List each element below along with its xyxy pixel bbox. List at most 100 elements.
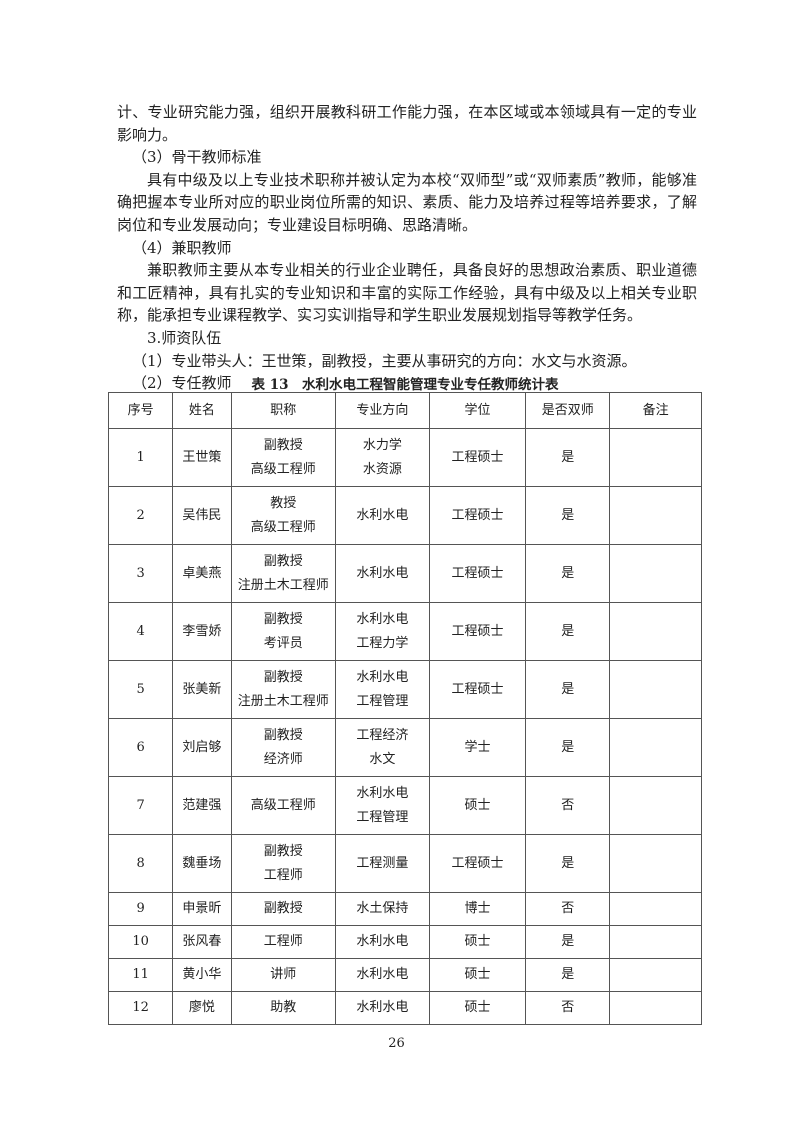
table-row: 2 吴伟民 教授 高级工程师 水利水电 工程硕士是: [107, 486, 702, 545]
cell-line: 注册土木工程师: [237, 693, 329, 709]
cell-line: 注册土木工程师: [237, 577, 329, 593]
table-cell: 黄小华: [172, 958, 232, 992]
table-cell: 卓美燕: [172, 544, 232, 603]
cell-line: 水利水电: [356, 507, 409, 523]
cell-line: 工程力学: [356, 635, 409, 651]
column-header: 专业方向: [335, 392, 430, 429]
table-cell: 廖悦: [172, 991, 232, 1025]
table-cell: 10: [107, 925, 174, 959]
table-cell: 1: [107, 428, 174, 487]
page-number: 26: [388, 1036, 405, 1051]
table-cell: 9: [107, 892, 174, 926]
table-cell: 11: [107, 958, 174, 992]
cell-line: 水利水电: [356, 785, 409, 801]
cell-line: 高级工程师: [250, 519, 316, 535]
table-cell: 副教授 高级工程师: [230, 428, 337, 487]
table-caption: 表 13 水利水电工程智能管理专业专任教师统计表: [251, 377, 559, 393]
cell-line: 副教授: [263, 843, 303, 859]
cell-line: 高级工程师: [250, 797, 316, 813]
table-cell: [609, 991, 702, 1025]
table-cell: 是: [525, 834, 611, 893]
table-cell: 5: [107, 660, 174, 719]
table-cell: 7: [107, 776, 174, 835]
section-heading: （4）兼职教师: [132, 238, 232, 257]
column-header: 姓名: [172, 392, 232, 429]
table-cell: 硕士: [428, 925, 527, 959]
table-cell: 范建强: [172, 776, 232, 835]
table-cell: 2: [107, 486, 174, 545]
column-header: 职称: [230, 392, 337, 429]
table-cell: 申景昕: [172, 892, 232, 926]
table-cell: 4: [107, 602, 174, 661]
paragraph: 兼职教师主要从本专业相关的行业企业聘任，具备良好的思想政治素质、职业道德和工匠精…: [117, 261, 697, 325]
table-cell: 工程硕士: [428, 544, 527, 603]
table-cell: 是: [525, 428, 611, 487]
table-cell: 8: [107, 834, 174, 893]
table-cell: 刘启够: [172, 718, 232, 777]
cell-line: 讲师: [270, 967, 297, 982]
cell-line: 水利水电: [356, 669, 409, 685]
table-cell: 水利水电 工程力学: [335, 602, 430, 661]
table-cell: 副教授 经济师: [230, 718, 337, 777]
table-cell: 王世策: [172, 428, 232, 487]
table-cell: 副教授注册土木工程师: [230, 544, 337, 603]
table-row: 5 张美新 副教授 注册土木工程师 水利水电 工程管理 工程硕士是: [107, 660, 702, 719]
table-cell: 水利水电 工程管理: [335, 776, 430, 835]
cell-line: 副教授: [263, 553, 303, 569]
cell-line: 工程测量: [356, 855, 409, 871]
table-cell: 副教授: [230, 892, 337, 926]
table-cell: 是: [525, 544, 611, 603]
table-cell: 工程硕士: [428, 428, 527, 487]
table-cell: 是: [525, 602, 611, 661]
table-cell: 博士: [428, 892, 527, 926]
table-cell: 讲师: [230, 958, 337, 992]
cell-line: 水利水电: [356, 611, 409, 627]
table-cell: 硕士: [428, 991, 527, 1025]
cell-line: 水力学: [362, 437, 402, 453]
table-cell: 工程硕士: [428, 660, 527, 719]
cell-line: 工程管理: [356, 809, 409, 825]
table-cell: 助教: [230, 991, 337, 1025]
cell-line: 副教授: [263, 727, 303, 743]
cell-line: 水利水电: [356, 967, 409, 982]
table-cell: 硕士: [428, 776, 527, 835]
cell-line: 高级工程师: [250, 461, 316, 477]
cell-line: 水资源: [362, 461, 402, 477]
table-cell: [609, 718, 702, 777]
table-cell: 工程硕士: [428, 602, 527, 661]
table-cell: 是: [525, 660, 611, 719]
table-row: 8 魏垂场 副教授 工程师 工程测量 工程硕士是: [107, 834, 702, 893]
teacher-table: 序号 姓名 职称 专业方向 学位 是否双师 备注 1 王世策 副教授 高级工程师 水力学 水资源 工程硕…: [107, 392, 702, 1025]
table-cell: [609, 892, 702, 926]
cell-line: 工程师: [263, 867, 303, 883]
cell-line: 水利水电: [356, 1000, 409, 1015]
paragraph: 3.师资队伍: [147, 328, 222, 347]
table-cell: [609, 958, 702, 992]
table-cell: 否: [525, 991, 611, 1025]
table-cell: 否: [525, 892, 611, 926]
column-header: 是否双师: [525, 392, 611, 429]
table-cell: 水利水电: [335, 991, 430, 1025]
table-cell: 高级工程师: [230, 776, 337, 835]
cell-line: 教授: [270, 495, 297, 511]
cell-line: 水文: [369, 751, 396, 767]
table-cell: [609, 834, 702, 893]
cell-line: 副教授: [263, 669, 303, 685]
table-cell: 学士: [428, 718, 527, 777]
column-header: 备注: [609, 392, 702, 429]
section-heading: （3）骨干教师标准: [132, 148, 262, 167]
table-cell: 魏垂场: [172, 834, 232, 893]
table-cell: 工程硕士: [428, 834, 527, 893]
table-cell: 否: [525, 776, 611, 835]
table-cell: [609, 602, 702, 661]
table-row: 11 黄小华 讲师 水利水电 硕士是: [107, 958, 702, 992]
table-cell: 教授 高级工程师: [230, 486, 337, 545]
cell-line: 副教授: [263, 437, 303, 453]
cell-line: 水土保持: [356, 901, 409, 916]
table-cell: 副教授 考评员: [230, 602, 337, 661]
table-cell: 水利水电: [335, 486, 430, 545]
table-cell: 水土保持: [335, 892, 430, 926]
cell-line: 考评员: [263, 635, 303, 651]
table-cell: 副教授 工程师: [230, 834, 337, 893]
table-cell: 副教授注册土木工程师: [230, 660, 337, 719]
